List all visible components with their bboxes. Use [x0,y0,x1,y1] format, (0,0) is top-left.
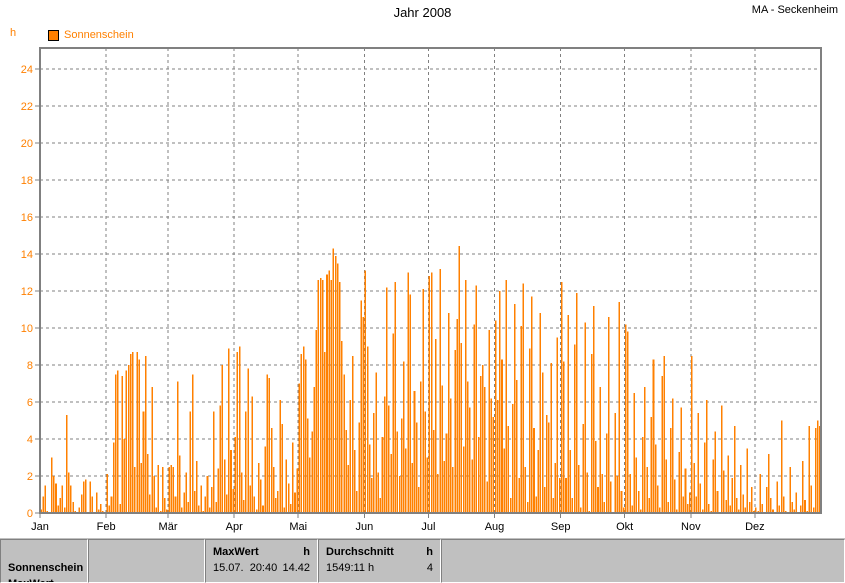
svg-text:18: 18 [21,175,33,187]
y-axis-unit-label: h [10,27,17,39]
legend-label: Sonnenschein [64,29,134,41]
durchschnitt-sum: 1549:11 h [326,562,375,574]
svg-text:Apr: Apr [226,521,243,533]
maxwert-datetime: 15.07. 20:40 [213,562,278,574]
statusbar-spacer-cell [441,539,845,583]
svg-text:6: 6 [27,397,33,409]
statusbar-empty-cell [88,539,205,583]
status-bar: Sonnenschein MaxWert MaxWert h 15.07. 20… [0,538,845,583]
station-label: MA - Seckenheim [751,4,838,16]
gridlines [40,48,821,513]
svg-text:Aug: Aug [485,521,505,533]
svg-text:Okt: Okt [616,521,633,533]
legend: Sonnenschein [48,29,134,41]
next-series-row-label: MaxWert [8,578,80,582]
svg-text:16: 16 [21,212,33,224]
svg-text:Mai: Mai [289,521,307,533]
svg-text:4: 4 [27,434,33,446]
svg-text:Nov: Nov [681,521,701,533]
maxwert-header: MaxWert [213,546,259,558]
svg-text:Dez: Dez [745,521,765,533]
maxwert-unit: h [303,546,310,558]
svg-text:14: 14 [21,249,33,261]
durchschnitt-value: 4 [426,562,433,574]
svg-text:2: 2 [27,471,33,483]
legend-swatch-icon [48,29,59,41]
svg-text:Feb: Feb [97,521,116,533]
svg-text:22: 22 [21,101,33,113]
svg-text:20: 20 [21,138,33,150]
series-name-label: Sonnenschein [8,562,84,574]
statusbar-durchschnitt-cell: Durchschnitt h 1549:11 h 4 [318,539,441,583]
svg-text:24: 24 [21,64,33,76]
statusbar-series-cell: Sonnenschein MaxWert [0,539,88,583]
statusbar-maxwert-cell: MaxWert h 15.07. 20:40 14.42 [205,539,318,583]
bars-sonnenschein [40,246,821,514]
svg-text:Jul: Jul [421,521,435,533]
durchschnitt-header: Durchschnitt [326,546,394,558]
durchschnitt-unit: h [426,546,433,558]
svg-text:Jan: Jan [31,521,49,533]
svg-text:12: 12 [21,286,33,298]
svg-text:10: 10 [21,323,33,335]
svg-text:Jun: Jun [355,521,373,533]
plot-frame [39,47,822,514]
svg-text:Mär: Mär [159,521,178,533]
svg-text:0: 0 [27,508,33,520]
svg-text:Sep: Sep [551,521,571,533]
maxwert-value: 14.42 [282,562,310,574]
page-title: Jahr 2008 [393,5,452,20]
svg-text:8: 8 [27,360,33,372]
